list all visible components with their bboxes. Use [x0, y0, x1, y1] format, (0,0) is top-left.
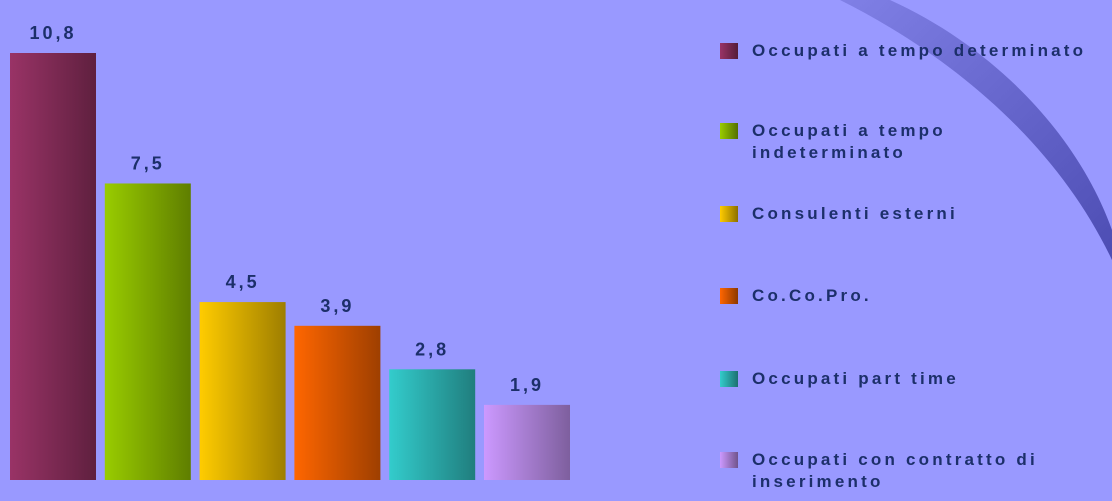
legend-item: Occupati part time [720, 368, 1107, 390]
value-label: 2,8 [415, 339, 449, 359]
value-label: 10,8 [29, 23, 76, 43]
legend-label: Consulenti esterni [752, 204, 958, 223]
legend-label: Occupati a tempo determinato [752, 41, 1087, 60]
value-label: 7,5 [131, 153, 165, 173]
legend-swatch [720, 452, 738, 468]
value-label: 4,5 [226, 272, 260, 292]
legend-swatch [720, 206, 738, 222]
legend-label: Occupati a tempo indeterminato [752, 121, 946, 162]
legend-item: Occupati a tempo determinato [720, 40, 1107, 62]
legend-label: Occupati con contratto di inserimento [752, 450, 1038, 491]
value-label: 3,9 [320, 296, 354, 316]
decorative-swoosh [840, 0, 1112, 260]
legend-item: Occupati con contratto di inserimento [720, 449, 1107, 493]
value-label: 1,9 [510, 375, 544, 395]
legend-label: Co.Co.Pro. [752, 286, 872, 305]
bar [104, 183, 191, 480]
bar [389, 369, 476, 480]
legend-swatch [720, 123, 738, 139]
bar [484, 404, 570, 480]
legend-swatch [720, 371, 738, 387]
bar [10, 53, 96, 480]
bar [199, 302, 286, 480]
legend-item: Co.Co.Pro. [720, 285, 1107, 307]
legend-label: Occupati part time [752, 369, 959, 388]
legend-item: Consulenti esterni [720, 203, 1107, 225]
legend-swatch [720, 43, 738, 59]
legend-item: Occupati a tempo indeterminato [720, 120, 1107, 164]
bar [294, 325, 381, 480]
legend-swatch [720, 288, 738, 304]
